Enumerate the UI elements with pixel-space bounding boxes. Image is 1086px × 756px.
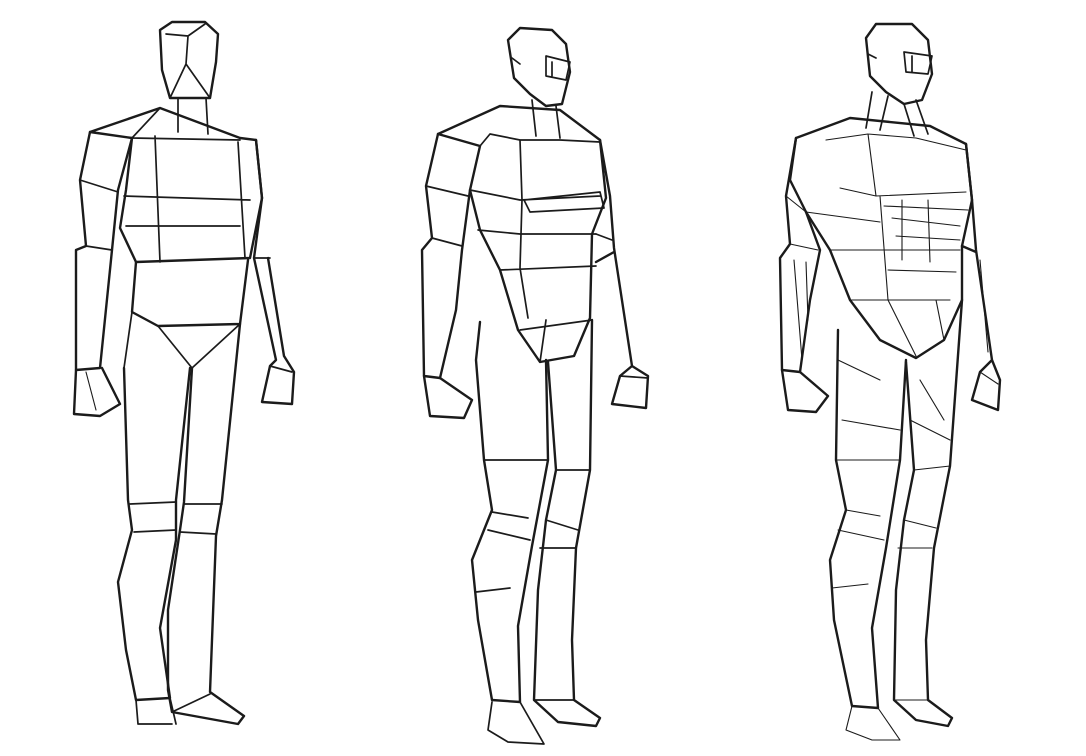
chest-planes: [123, 107, 251, 263]
left-hand-block: [72, 366, 122, 418]
left-leg-joints: [129, 501, 177, 725]
head-planes: [165, 23, 211, 99]
abdomen-block: [130, 258, 250, 328]
torso-planes: [469, 133, 605, 363]
head-block: [158, 20, 220, 100]
neck-muscles: [865, 91, 929, 137]
left-leg-joints: [475, 459, 549, 745]
left-arm-block: [420, 132, 472, 380]
left-leg-muscles: [831, 359, 901, 741]
mannequin-anatomy-figure: [778, 22, 1002, 741]
neck: [531, 99, 561, 139]
torso-block: [436, 104, 608, 364]
right-leg-block: [166, 322, 246, 726]
right-leg-block: [892, 298, 964, 728]
torso-muscles: [805, 133, 969, 357]
left-leg-block: [470, 320, 550, 704]
mannequin-planar-figure: [420, 26, 650, 745]
chest-block: [88, 106, 264, 264]
right-leg-block: [532, 318, 602, 728]
left-arm-joints: [425, 185, 469, 247]
right-arm-block: [252, 138, 296, 406]
face-planes: [867, 51, 933, 93]
left-hand-line: [85, 371, 97, 411]
left-hand-block: [780, 368, 830, 414]
right-arm-muscles: [961, 199, 999, 385]
pelvis-planes: [123, 311, 241, 369]
head-block: [864, 22, 934, 106]
left-arm-muscles: [785, 195, 819, 361]
head-block: [506, 26, 572, 108]
mannequin-block-figure: [72, 20, 296, 726]
left-arm-block: [74, 130, 134, 372]
right-leg-joints: [533, 469, 591, 701]
torso-block: [788, 116, 974, 360]
left-hand-block: [422, 374, 474, 420]
left-arm-joints: [79, 179, 119, 251]
face-planes: [511, 55, 571, 95]
right-leg-joints: [171, 503, 223, 713]
right-arm-joints: [253, 257, 293, 373]
right-leg-muscles: [893, 379, 951, 701]
right-arm-joints: [595, 233, 649, 379]
